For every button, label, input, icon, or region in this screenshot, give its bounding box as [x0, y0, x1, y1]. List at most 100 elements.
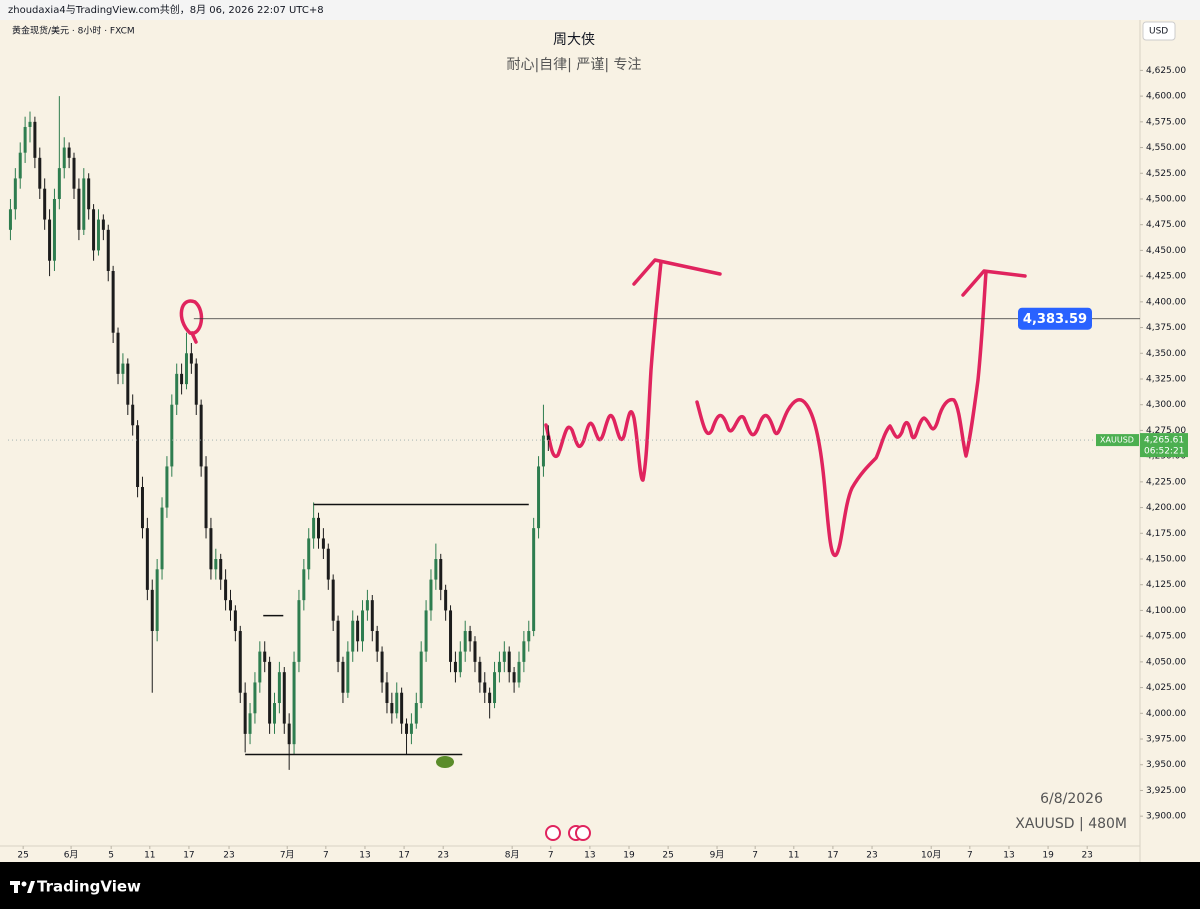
chart-title: 周大侠: [553, 32, 595, 48]
candle-body: [43, 188, 47, 220]
y-tick-label: 4,575.00: [1146, 117, 1186, 127]
candle-body: [287, 723, 291, 745]
y-tick-label: 4,450.00: [1146, 246, 1186, 256]
candle-body: [414, 703, 418, 724]
countdown-label: 06:52:21: [1144, 447, 1184, 457]
x-tick-label: 11: [144, 851, 155, 861]
symbol-tag-label: XAUUSD: [1100, 436, 1134, 445]
chart-subtitle: 耐心|自律| 严谨| 专注: [506, 57, 641, 73]
candle-body: [199, 404, 203, 467]
hand-circle: [179, 299, 204, 344]
candle-body: [82, 178, 86, 230]
tradingview-logo: [10, 881, 35, 893]
candle-body: [409, 723, 413, 734]
candle-body: [145, 528, 149, 590]
logo-part: [27, 881, 35, 893]
candle-body: [253, 682, 257, 714]
y-tick-label: 4,225.00: [1146, 477, 1186, 487]
x-tick-label: 7: [548, 851, 554, 861]
candle-body: [282, 672, 286, 724]
candle-body: [62, 147, 66, 169]
y-tick-label: 4,475.00: [1146, 220, 1186, 230]
candle-body: [214, 559, 218, 570]
candle-body: [444, 589, 448, 611]
x-tick-label: 13: [359, 851, 370, 861]
y-tick-label: 3,900.00: [1146, 812, 1186, 822]
candle-body: [194, 363, 198, 405]
candle-series: [8, 96, 550, 770]
candle-body: [395, 692, 399, 714]
hand-arrow: [961, 269, 1027, 297]
candle-body: [140, 487, 144, 529]
candle-body: [458, 651, 462, 673]
y-tick-label: 4,425.00: [1146, 272, 1186, 282]
y-tick-label: 4,075.00: [1146, 632, 1186, 642]
candle-body: [512, 672, 516, 683]
x-tick-label: 25: [17, 851, 28, 861]
brand: TradingView: [37, 878, 141, 896]
candle-body: [517, 661, 521, 683]
candle-body: [541, 435, 545, 467]
x-tick-label: 25: [662, 851, 673, 861]
candle-body: [116, 332, 120, 374]
hand-arrow: [632, 258, 722, 286]
candle-body: [77, 188, 81, 230]
candle-body: [170, 404, 174, 467]
watermark-date: 6/8/2026: [1040, 791, 1103, 807]
candle-body: [155, 569, 159, 632]
candle-body: [160, 507, 164, 570]
price-line-label-box: [1018, 307, 1092, 330]
y-tick-label: 4,600.00: [1146, 92, 1186, 102]
candle-body: [326, 548, 330, 580]
credit: zhoudaxia4与TradingView.com共创，8月 06, 2026…: [8, 3, 324, 16]
candle-body: [341, 661, 345, 693]
candle-body: [400, 692, 404, 724]
candle-body: [336, 620, 340, 662]
watermark-symbol: XAUUSD | 480M: [1015, 816, 1127, 832]
candle-body: [67, 147, 71, 158]
hand-drawing: [179, 258, 1027, 557]
candle-body: [375, 631, 379, 652]
candle-body: [126, 363, 130, 405]
hand-stroke: [695, 270, 988, 557]
y-tick-label: 4,175.00: [1146, 529, 1186, 539]
x-tick-label: 13: [584, 851, 595, 861]
candle-body: [478, 661, 482, 683]
candle-body: [380, 651, 384, 683]
candle-body: [13, 178, 17, 210]
candle-body: [321, 538, 325, 549]
y-tick-label: 4,200.00: [1146, 503, 1186, 513]
price-line-label: 4,383.59: [1023, 312, 1087, 327]
candle-body: [312, 517, 316, 539]
x-tick-label: 23: [437, 851, 448, 861]
candle-body: [473, 641, 477, 662]
candle-body: [532, 528, 536, 632]
y-tick-label: 3,975.00: [1146, 735, 1186, 745]
y-tick-label: 4,150.00: [1146, 555, 1186, 565]
candle-body: [175, 373, 179, 405]
candle-body: [361, 610, 365, 642]
candle-body: [317, 517, 321, 539]
candle-body: [351, 620, 355, 652]
candle-body: [370, 600, 374, 632]
candle-body: [424, 610, 428, 652]
candle-body: [483, 682, 487, 693]
event-flag: [545, 825, 561, 841]
candle-body: [136, 425, 140, 488]
candle-body: [502, 651, 506, 662]
candle-body: [111, 270, 115, 333]
x-tick-label: 17: [183, 851, 194, 861]
candle-body: [292, 661, 296, 745]
x-tick-label: 8月: [505, 850, 520, 861]
candle-body: [184, 353, 188, 385]
candle-body: [233, 610, 237, 632]
candle-body: [346, 651, 350, 693]
y-tick-label: 4,625.00: [1146, 66, 1186, 76]
candle-body: [106, 229, 110, 271]
y-tick-label: 4,500.00: [1146, 194, 1186, 204]
candle-body: [204, 466, 208, 529]
x-tick-label: 17: [398, 851, 409, 861]
candle-body: [96, 219, 100, 251]
symbol-info: 黄金现货/美元 · 8小时 · FXCM: [12, 25, 135, 37]
x-tick-label: 9月: [710, 850, 725, 861]
